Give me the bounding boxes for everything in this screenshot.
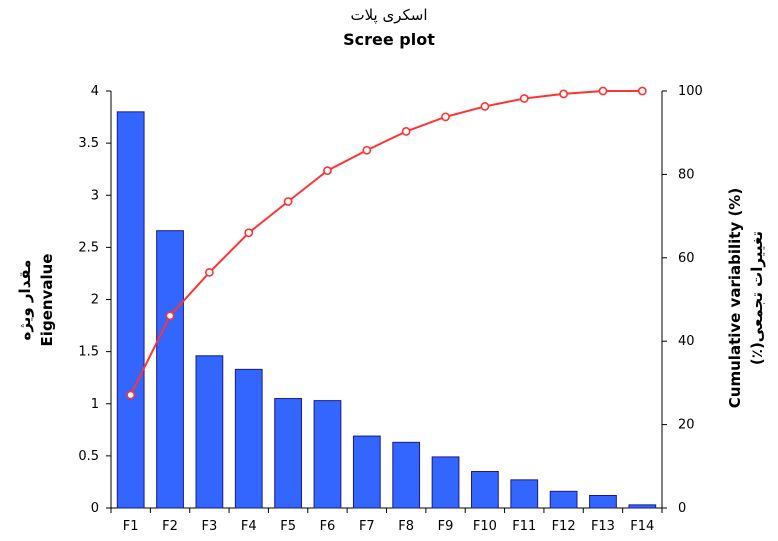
y-left-tick-label: 1 — [91, 397, 99, 412]
eigenvalue-bar — [352, 435, 381, 509]
cumulative-variability-point — [441, 112, 450, 122]
eigenvalue-bar — [234, 368, 263, 509]
y-axis-right-label-persian: تغییرات تجمعی(٪) — [748, 231, 766, 365]
chart-title: Scree plot — [343, 30, 435, 49]
eigenvalue-bar — [549, 490, 578, 509]
y-left-tick-label: 2.5 — [78, 240, 99, 255]
y-right-tick-label: 20 — [678, 418, 695, 433]
cumulative-variability-point — [598, 86, 608, 96]
eigenvalue-bar — [628, 504, 657, 509]
y-right-tick-label: 80 — [678, 167, 695, 182]
y-left-tick-label: 0.5 — [78, 449, 99, 464]
eigenvalue-bar — [431, 456, 460, 509]
y-right-tick-label: 60 — [678, 251, 695, 266]
eigenvalue-bar — [510, 479, 539, 509]
cumulative-variability-point — [362, 145, 372, 155]
x-tick-label: F4 — [241, 519, 257, 534]
x-tick-label: F12 — [552, 519, 576, 534]
eigenvalue-bar — [156, 230, 184, 509]
x-tick-label: F7 — [359, 519, 375, 534]
y-left-tick-label: 2 — [91, 293, 99, 308]
y-right-tick-label: 0 — [678, 501, 686, 516]
cumulative-variability-point — [519, 94, 529, 103]
y-right-tick-label: 40 — [678, 334, 695, 349]
y-left-tick-label: 1.5 — [78, 345, 99, 360]
x-tick-label: F10 — [473, 519, 497, 534]
y-axis-left-label-persian: مقدار ویژه — [16, 260, 34, 341]
y-left-tick-label: 3.5 — [78, 136, 99, 151]
x-tick-label: F5 — [280, 519, 296, 534]
x-tick-label: F2 — [162, 519, 178, 534]
eigenvalue-bar — [392, 441, 421, 509]
x-tick-label: F3 — [202, 519, 218, 534]
cumulative-variability-point — [323, 166, 332, 176]
eigenvalue-bar — [195, 355, 224, 509]
eigenvalue-bar — [589, 494, 617, 509]
cumulative-variability-point — [559, 89, 569, 99]
y-left-tick-label: 0 — [91, 501, 99, 516]
y-right-tick-label: 100 — [678, 84, 703, 99]
eigenvalue-bar — [313, 400, 342, 509]
y-left-tick-label: 3 — [91, 188, 99, 203]
cumulative-variability-point — [244, 228, 254, 238]
eigenvalue-bar — [471, 471, 499, 509]
cumulative-variability-point — [480, 102, 490, 111]
x-tick-label: F1 — [123, 519, 139, 534]
y-left-tick-label: 4 — [91, 84, 99, 99]
eigenvalue-bar — [274, 398, 302, 509]
cumulative-variability-line — [129, 90, 643, 396]
cumulative-variability-point — [126, 390, 136, 400]
x-tick-label: F13 — [591, 519, 615, 534]
cumulative-variability-point — [401, 127, 411, 136]
y-axis-right-label: Cumulative variability (%) — [726, 188, 744, 408]
chart-title-persian: اسکری پلات — [350, 6, 428, 24]
x-tick-label: F9 — [438, 519, 454, 534]
cumulative-variability-point — [283, 197, 293, 206]
x-tick-label: F11 — [512, 519, 536, 534]
cumulative-variability-point — [165, 311, 175, 321]
x-tick-label: F6 — [320, 519, 336, 534]
cumulative-variability-point — [204, 267, 214, 277]
x-tick-label: F14 — [630, 519, 654, 534]
y-axis-left-label: Eigenvalue — [38, 254, 56, 347]
x-tick-label: F8 — [398, 519, 414, 534]
eigenvalue-bar — [116, 111, 145, 509]
cumulative-variability-point — [637, 86, 647, 96]
